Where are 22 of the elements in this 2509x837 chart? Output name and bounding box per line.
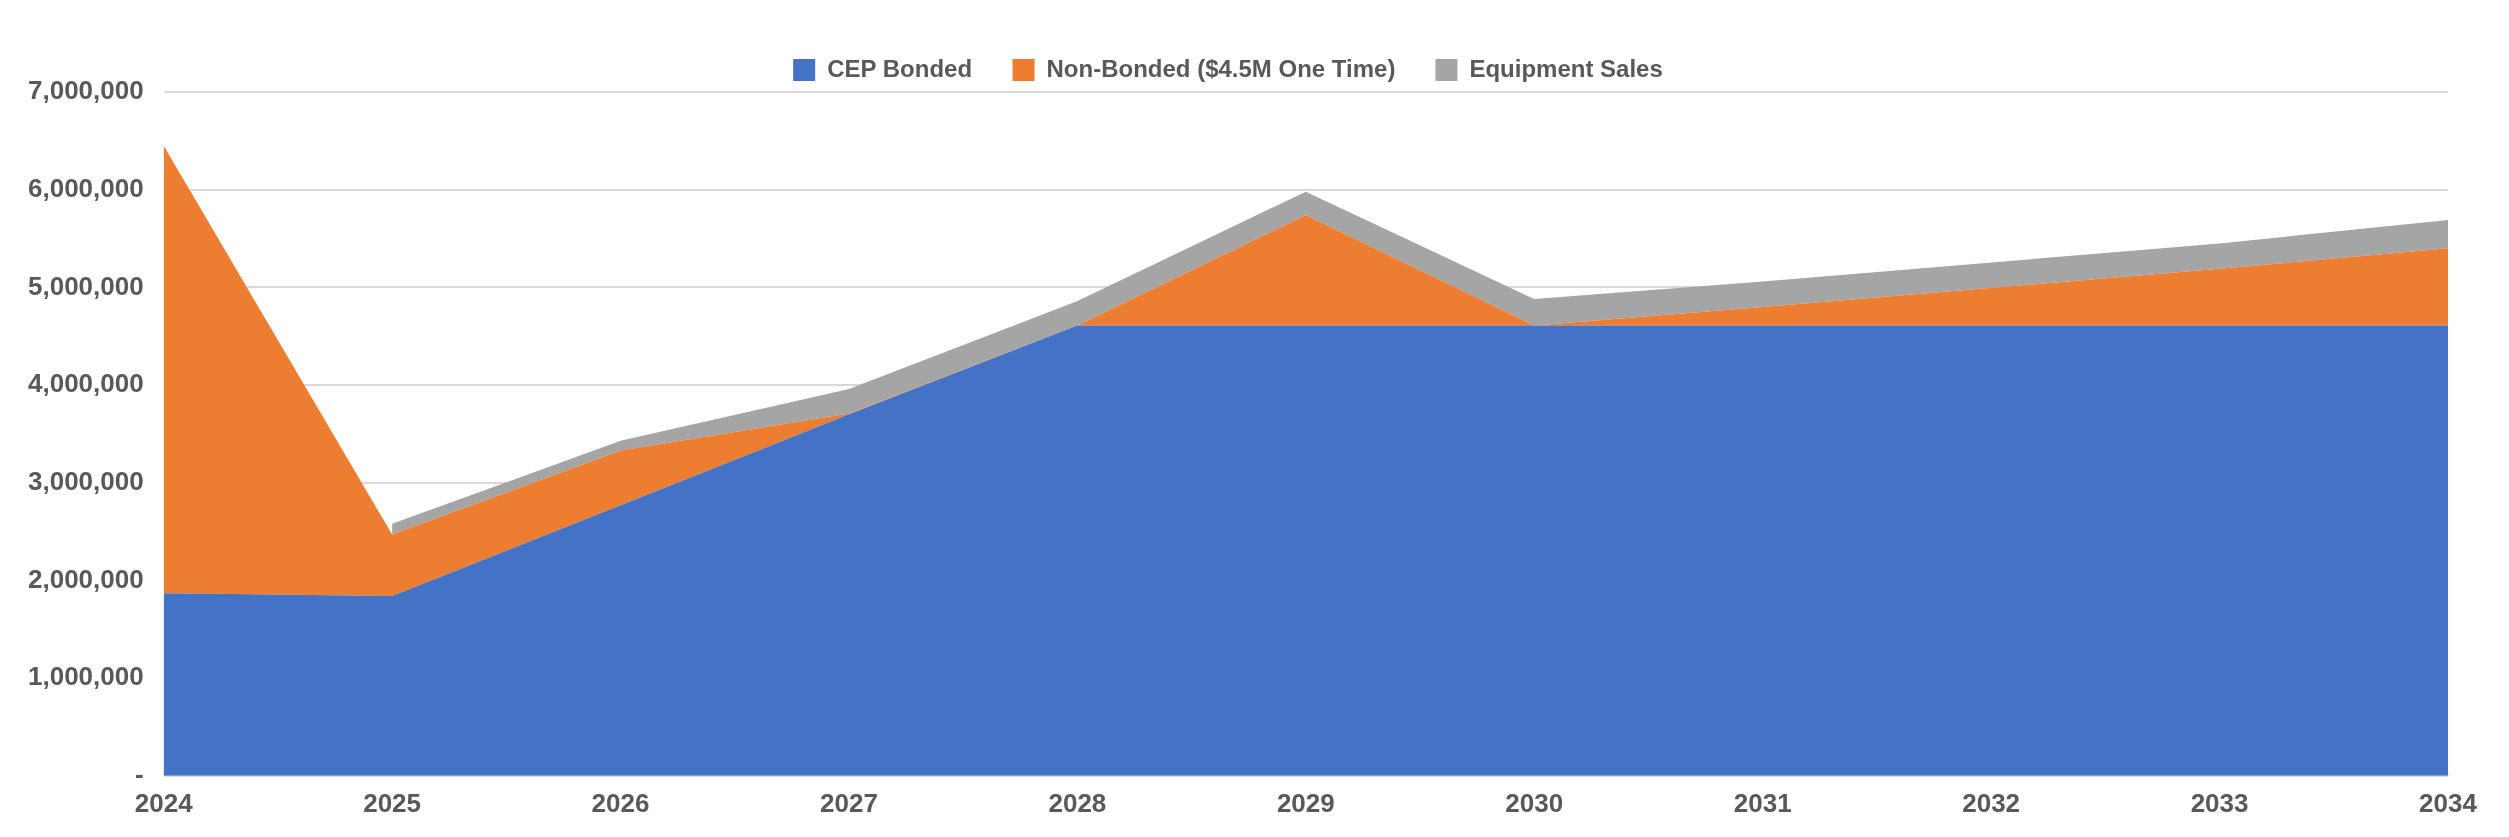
y-tick-label: 5,000,000 [28, 270, 144, 301]
y-tick-label: 4,000,000 [28, 368, 144, 399]
y-tick-label: 1,000,000 [28, 661, 144, 692]
y-tick-label: 3,000,000 [28, 465, 144, 496]
y-tick-label: - [135, 758, 144, 789]
x-tick-label: 2033 [2190, 787, 2249, 818]
x-tick-label: 2034 [2419, 787, 2478, 818]
x-tick-label: 2026 [591, 787, 650, 818]
y-tick-label: 7,000,000 [28, 75, 144, 106]
legend-label: Non-Bonded ($4.5M One Time) [1046, 54, 1396, 82]
x-tick-label: 2028 [1048, 787, 1107, 818]
x-tick-label: 2032 [1962, 787, 2021, 818]
legend-label: Equipment Sales [1469, 54, 1663, 82]
x-tick-label: 2025 [363, 787, 422, 818]
x-tick-label: 2030 [1505, 787, 1564, 818]
x-tick-label: 2029 [1276, 787, 1335, 818]
x-tick-label: 2027 [820, 787, 878, 818]
x-tick-label: 2031 [1733, 787, 1792, 818]
y-tick-label: 2,000,000 [28, 563, 144, 594]
y-tick-label: 6,000,000 [28, 172, 144, 203]
legend-label: CEP Bonded [827, 54, 973, 82]
x-tick-label: 2024 [134, 787, 194, 818]
